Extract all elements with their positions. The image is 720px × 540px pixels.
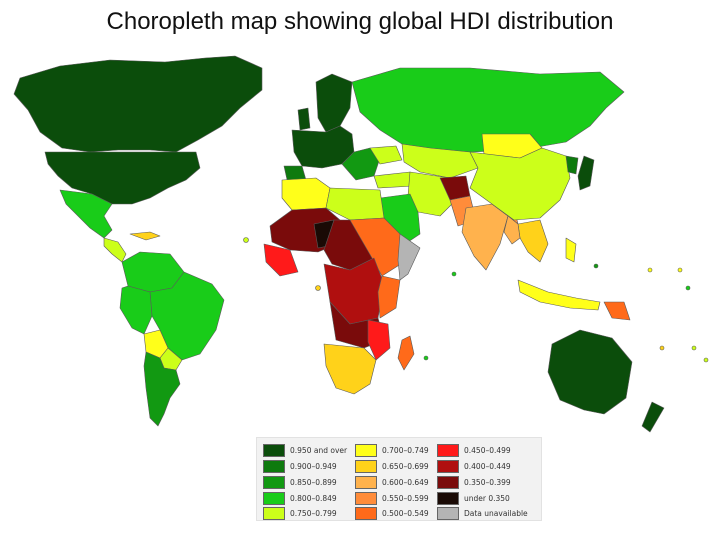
legend-item: 0.550–0.599 [355, 490, 429, 506]
island-marker [423, 355, 429, 361]
legend-label: 0.550–0.599 [382, 493, 429, 503]
region-southeast-asia [517, 219, 549, 263]
island-marker [315, 285, 321, 291]
legend-swatch [355, 506, 377, 520]
island-marker [703, 357, 709, 363]
region-mozambique [367, 319, 391, 361]
island-marker [691, 345, 697, 351]
legend-item: 0.950 and over [263, 442, 347, 458]
slide-title: Choropleth map showing global HDI distri… [106, 8, 614, 35]
region-kazakhstan [401, 143, 479, 179]
legend-label: 0.650–0.699 [382, 461, 429, 471]
legend-label: 0.600–0.649 [382, 477, 429, 487]
region-china [469, 147, 571, 221]
region-central-america [103, 237, 127, 263]
legend-swatch [263, 475, 285, 489]
legend-label: 0.400–0.449 [464, 461, 511, 471]
region-mexico [59, 189, 113, 239]
island-marker [243, 237, 249, 243]
world-hdi-map [13, 55, 709, 433]
legend-swatch [437, 475, 459, 489]
island-marker [647, 267, 653, 273]
region-scandinavia [315, 73, 353, 133]
legend-label: 0.950 and over [290, 445, 348, 455]
region-argentina-chile [143, 351, 181, 427]
legend-label: under 0.350 [464, 493, 510, 503]
legend-swatch [263, 506, 285, 520]
region-canada-greenland [13, 55, 263, 153]
legend-swatch [355, 459, 377, 473]
legend-item: 0.350–0.399 [437, 474, 511, 490]
legend-label: 0.700–0.749 [382, 445, 429, 455]
legend-item: 0.900–0.949 [263, 458, 337, 474]
legend-label: 0.450–0.499 [464, 445, 511, 455]
island-marker [659, 345, 665, 351]
island-marker [677, 267, 683, 273]
region-new-zealand [641, 401, 665, 433]
region-southern-africa [323, 343, 377, 395]
legend-item: 0.650–0.699 [355, 458, 429, 474]
legend-label: 0.850–0.899 [290, 477, 337, 487]
region-indonesia [517, 279, 601, 311]
hdi-legend: 0.950 and over 0.900–0.949 0.850–0.899 0… [256, 437, 542, 521]
legend-label: 0.350–0.399 [464, 477, 511, 487]
region-maghreb [281, 177, 331, 211]
legend-item: 0.600–0.649 [355, 474, 429, 490]
legend-item: 0.850–0.899 [263, 474, 337, 490]
region-turkey [373, 171, 415, 189]
legend-swatch [355, 475, 377, 489]
island-marker [451, 271, 457, 277]
region-russia [351, 67, 625, 153]
legend-label: 0.500–0.549 [382, 508, 429, 518]
region-japan [577, 155, 595, 191]
legend-label: 0.750–0.799 [290, 508, 337, 518]
region-united-states [44, 151, 201, 205]
region-brazil [149, 271, 225, 361]
island-marker [685, 285, 691, 291]
legend-swatch [437, 491, 459, 505]
region-peru-ecuador [119, 285, 153, 335]
legend-item: 0.500–0.549 [355, 505, 429, 521]
legend-item: 0.800–0.849 [263, 490, 337, 506]
region-madagascar [397, 335, 415, 371]
legend-swatch [263, 491, 285, 505]
region-korea [565, 155, 579, 175]
region-east-africa [377, 275, 401, 319]
region-caribbean [129, 231, 161, 241]
region-west-coast [263, 243, 299, 277]
region-uk [297, 107, 311, 131]
legend-swatch [263, 443, 285, 457]
legend-item: 0.400–0.449 [437, 458, 511, 474]
legend-label: 0.900–0.949 [290, 461, 337, 471]
island-marker [593, 263, 599, 269]
region-ukraine [369, 145, 403, 165]
legend-item: Data unavailable [437, 505, 528, 521]
region-india [461, 203, 509, 271]
region-laos-myanmar [503, 215, 521, 245]
legend-item: 0.700–0.749 [355, 442, 429, 458]
region-horn-of-africa [397, 233, 421, 281]
legend-label: 0.800–0.849 [290, 493, 337, 503]
legend-item: under 0.350 [437, 490, 510, 506]
legend-item: 0.450–0.499 [437, 442, 511, 458]
legend-swatch [437, 506, 459, 520]
legend-swatch [437, 459, 459, 473]
region-philippines [565, 237, 577, 263]
legend-swatch [437, 443, 459, 457]
legend-label: Data unavailable [464, 508, 528, 518]
legend-swatch [263, 459, 285, 473]
region-png [603, 301, 631, 321]
legend-item: 0.750–0.799 [263, 505, 337, 521]
region-australia [547, 329, 633, 415]
legend-swatch [355, 443, 377, 457]
legend-swatch [355, 491, 377, 505]
